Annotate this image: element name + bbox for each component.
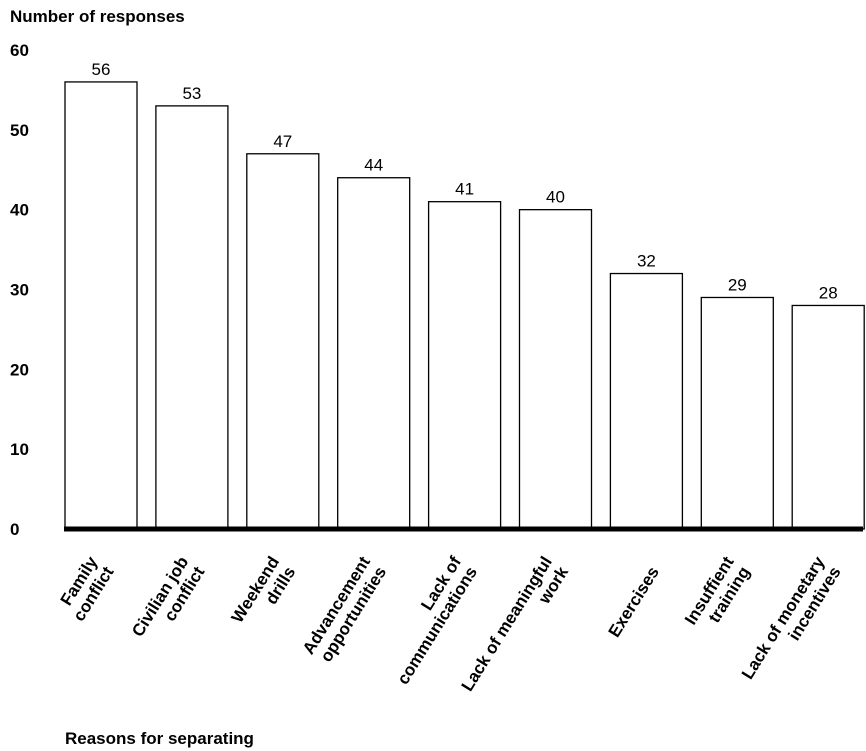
value-labels: 56 53 47 44 41 40 32 29 28 <box>92 60 838 303</box>
y-tick-label: 40 <box>10 201 29 220</box>
bar <box>609 272 684 530</box>
data-label: 56 <box>92 60 111 79</box>
y-tick-label: 10 <box>10 440 29 459</box>
data-label: 44 <box>364 156 383 175</box>
y-axis-title: Number of responses <box>10 7 185 26</box>
bar <box>64 81 138 530</box>
y-tick-label: 50 <box>10 121 29 140</box>
y-tick-label: 60 <box>10 41 29 60</box>
data-label: 28 <box>819 283 838 302</box>
bar <box>337 177 411 530</box>
data-label: 29 <box>728 275 747 294</box>
bar <box>246 153 320 530</box>
data-label: 40 <box>546 188 565 207</box>
y-tick-labels: 0 10 20 30 40 50 60 <box>10 41 29 539</box>
bar <box>700 296 774 530</box>
data-label: 47 <box>273 132 292 151</box>
bar <box>518 209 593 530</box>
category-label-line: Exercises <box>605 563 663 640</box>
category-label: Exercises <box>605 563 663 640</box>
y-tick-label: 0 <box>10 520 19 539</box>
data-label: 32 <box>637 252 656 271</box>
y-tick-label: 30 <box>10 281 29 300</box>
data-label: 53 <box>182 84 201 103</box>
x-axis-title: Reasons for separating <box>65 729 254 748</box>
bars <box>64 81 865 530</box>
y-tick-label: 20 <box>10 360 29 379</box>
bar <box>791 304 865 530</box>
bar <box>155 105 229 530</box>
data-label: 41 <box>455 180 474 199</box>
bar <box>427 201 502 530</box>
